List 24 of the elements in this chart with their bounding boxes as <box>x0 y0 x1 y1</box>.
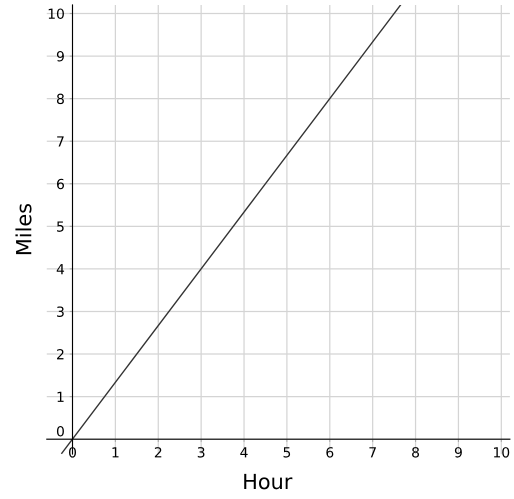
x-tick-label: 0 <box>69 447 76 458</box>
x-tick-label: 9 <box>454 447 462 458</box>
x-tick-label: 4 <box>240 447 248 458</box>
x-axis-title: Hour <box>244 474 292 490</box>
x-tick-label: 10 <box>494 447 510 458</box>
x-tick-label: 2 <box>154 447 162 458</box>
y-tick-label: 7 <box>57 136 64 146</box>
y-tick-label: 3 <box>57 306 64 317</box>
y-tick-label: 2 <box>57 349 64 360</box>
x-tick-label: 6 <box>326 447 334 458</box>
y-tick-label: 0 <box>56 426 64 436</box>
y-tick-label: 4 <box>56 264 64 274</box>
y-tick-label: 10 <box>48 8 64 19</box>
y-tick-label: 8 <box>56 94 64 104</box>
y-axis-title: Miles <box>15 204 32 254</box>
y-tick-label: 9 <box>56 51 64 62</box>
y-tick-label: 1 <box>58 392 64 402</box>
x-tick-label: 8 <box>412 447 420 458</box>
y-tick-label: 6 <box>56 178 64 190</box>
x-tick-label: 1 <box>112 447 119 458</box>
y-tick-label: 5 <box>57 222 64 232</box>
x-tick-label: 7 <box>369 447 376 458</box>
x-tick-label: 5 <box>284 447 290 458</box>
x-tick-label: 3 <box>198 447 204 458</box>
